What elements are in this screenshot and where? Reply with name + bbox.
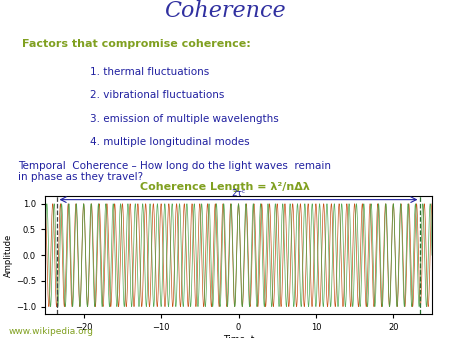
Text: www.wikipedia.org: www.wikipedia.org (9, 327, 94, 336)
Text: Coherence: Coherence (164, 0, 286, 22)
Text: 2τᶜ: 2τᶜ (231, 189, 246, 198)
Text: 2. vibrational fluctuations: 2. vibrational fluctuations (90, 90, 225, 100)
Text: 4. multiple longitudinal modes: 4. multiple longitudinal modes (90, 137, 250, 147)
Text: Temporal  Coherence – How long do the light waves  remain
in phase as they trave: Temporal Coherence – How long do the lig… (18, 161, 331, 183)
Text: 3. emission of multiple wavelengths: 3. emission of multiple wavelengths (90, 114, 279, 124)
Text: Factors that compromise coherence:: Factors that compromise coherence: (22, 39, 251, 49)
Y-axis label: Amplitude: Amplitude (4, 234, 13, 277)
Text: Coherence Length = λ²/nΔλ: Coherence Length = λ²/nΔλ (140, 182, 310, 192)
Text: 1. thermal fluctuations: 1. thermal fluctuations (90, 67, 209, 77)
X-axis label: Time, t: Time, t (223, 335, 254, 338)
